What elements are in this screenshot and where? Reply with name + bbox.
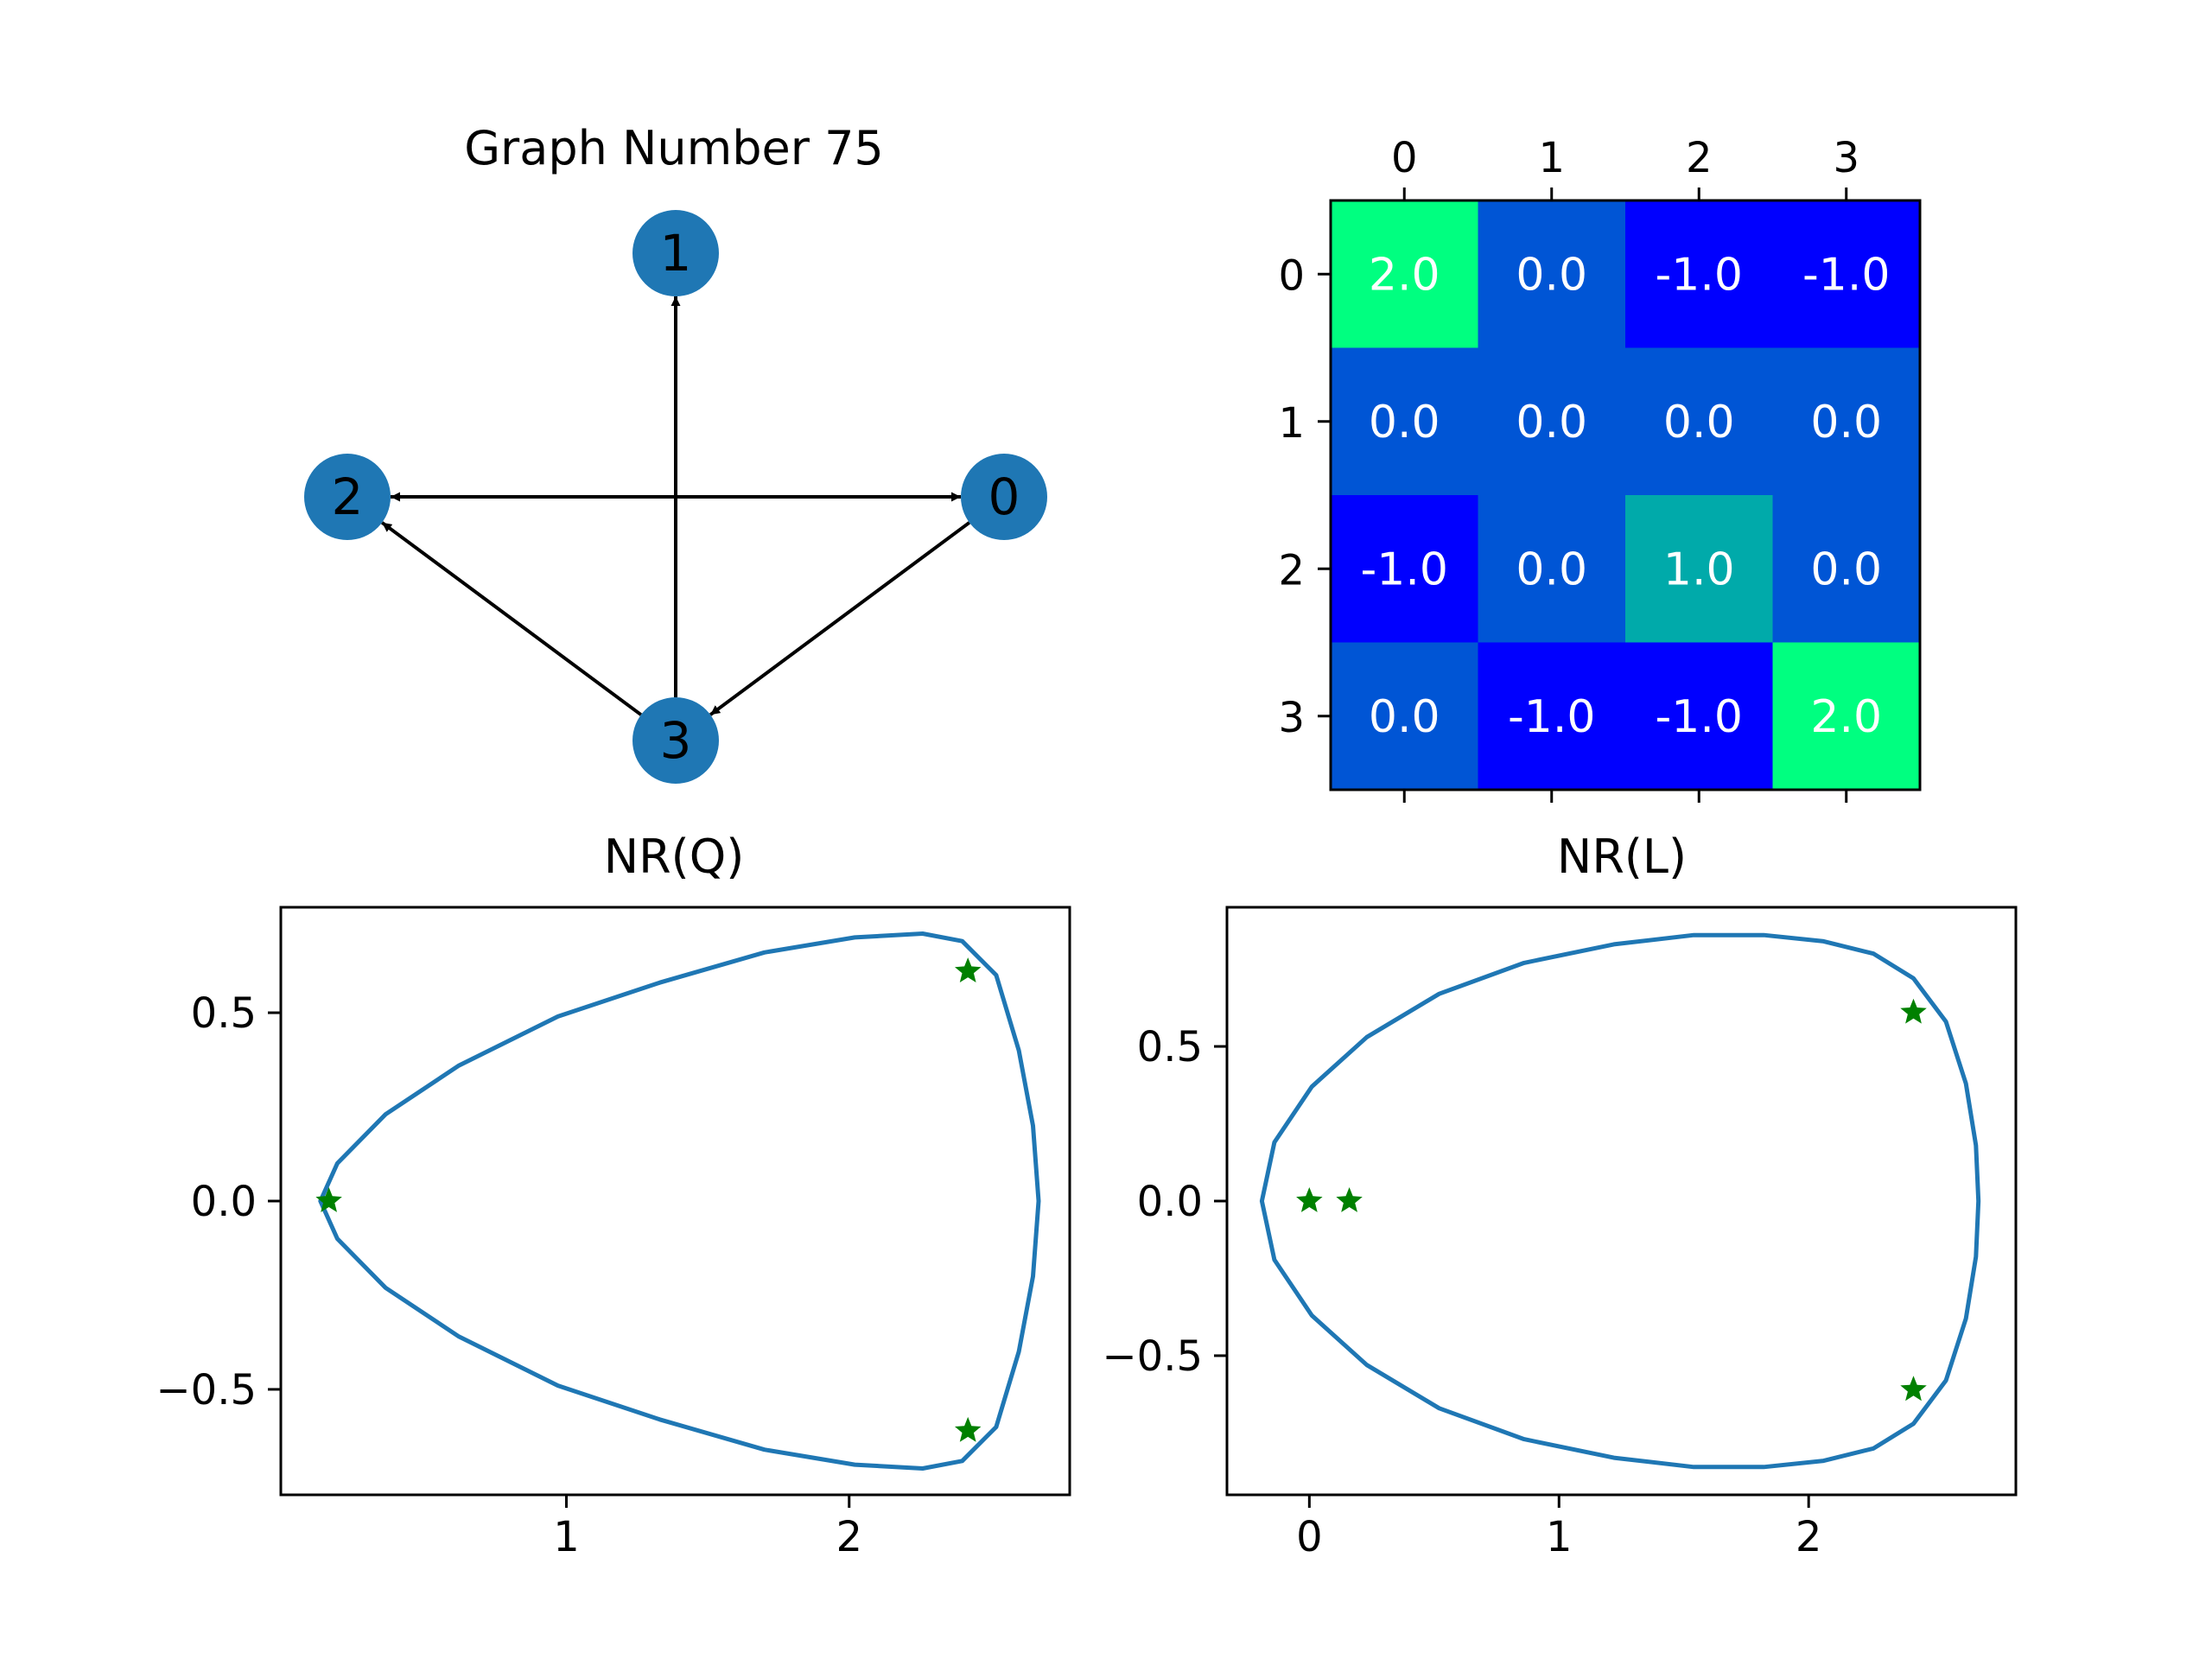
graph-node-label: 0 [988,467,1020,526]
nrq-title: NR(Q) [604,830,745,884]
nrl-title: NR(L) [1557,830,1687,884]
heatmap-cell-label: 0.0 [1663,397,1735,448]
heatmap-cell [1625,642,1773,791]
heatmap-cell-label: 2.0 [1810,691,1882,743]
nrl-eigenvalue-marker [1296,1187,1323,1212]
heatmap-cell-label: 0.0 [1516,249,1587,301]
nrq-boundary-curve [318,931,1041,1471]
nrq-xtick-label: 2 [836,1513,862,1561]
heatmap-cell [1625,347,1773,496]
heatmap-cell [1331,347,1478,496]
graph-panel: Graph Number 75 0 1 2 3 [304,121,1047,784]
nrq-plot-frame [279,906,1071,1497]
heatmap-cell [1331,642,1478,791]
nrl-ytick-label: −0.5 [1102,1332,1203,1381]
heatmap-cell [1772,495,1921,643]
heatmap-col-label: 2 [1686,134,1713,182]
heatmap-cell-label: 0.0 [1516,397,1587,448]
heatmap-row-label: 0 [1278,251,1305,300]
nrl-eigenvalue-marker [1900,998,1927,1024]
nrq-ytick-label: 0.0 [191,1178,257,1226]
heatmap-cell-label: -1.0 [1802,249,1890,301]
nrl-xtick-label: 1 [1546,1513,1573,1561]
graph-edge-3-2 [380,521,643,716]
heatmap-cell [1772,347,1921,496]
heatmap-col-label: 1 [1538,134,1565,182]
heatmap-cell-label: 0.0 [1369,397,1440,448]
heatmap-cell [1478,642,1626,791]
heatmap-frame [1329,199,1922,791]
heatmap-cell-label: 0.0 [1369,691,1440,743]
nrq-panel: NR(Q) 1 2 −0.5 0.0 0.5 [156,830,1071,1561]
heatmap-cell [1625,200,1773,348]
graph-title: Graph Number 75 [464,121,884,175]
graph-node-label: 1 [660,224,692,283]
heatmap-row-label: 3 [1278,694,1305,742]
nrq-ytick-label: 0.5 [191,989,257,1038]
graph-node-label: 3 [660,711,692,770]
graph-edge-0-3 [709,521,971,716]
graph-node-3 [632,697,719,784]
heatmap-col-label: 0 [1391,134,1418,182]
heatmap-cell-label: -1.0 [1656,691,1743,743]
nrl-boundary-curve [1259,932,1981,1470]
nrl-ytick-label: 0.0 [1137,1178,1203,1226]
graph-node-label: 2 [332,467,364,526]
heatmap-row-label: 2 [1278,546,1305,594]
heatmap-panel: 2.0 0.0 -1.0 -1.0 0.0 0.0 0.0 0.0 -1.0 0.0 1.0 0.0 0… [1278,134,1922,803]
nrq-eigenvalue-marker [315,1187,342,1212]
graph-node-1 [632,210,719,296]
nrl-panel: NR(L) 0 1 2 −0.5 0.0 0.5 [1102,830,2018,1561]
nrl-eigenvalue-marker [1900,1376,1927,1402]
heatmap-cell [1625,495,1773,643]
heatmap-cell [1772,642,1921,791]
nrq-xtick-label: 1 [553,1513,580,1561]
graph-node-0 [961,454,1047,540]
heatmap-col-label: 3 [1833,134,1859,182]
heatmap-cell-label: 2.0 [1369,249,1440,301]
nrl-plot-frame [1225,906,2018,1497]
nrl-xtick-label: 0 [1296,1513,1323,1561]
graph-node-2 [304,454,391,540]
heatmap-cell-label: 1.0 [1663,543,1735,595]
heatmap-cell [1478,200,1626,348]
nrq-ytick-label: −0.5 [156,1366,257,1414]
nrl-ytick-label: 0.5 [1137,1023,1203,1071]
heatmap-cell [1331,495,1478,643]
nrl-xtick-label: 2 [1796,1513,1822,1561]
heatmap-cell [1478,495,1626,643]
nrq-eigenvalue-marker [955,1416,982,1442]
heatmap-row-label: 1 [1278,399,1305,448]
heatmap-cell-label: 0.0 [1516,543,1587,595]
heatmap-cell [1331,200,1478,348]
heatmap-cell-label: -1.0 [1508,691,1595,743]
heatmap-cell-label: -1.0 [1361,543,1448,595]
heatmap-cell-label: 0.0 [1810,543,1882,595]
heatmap-cell-label: 0.0 [1810,397,1882,448]
heatmap-cell-label: -1.0 [1656,249,1743,301]
heatmap-cell [1772,200,1921,348]
nrl-eigenvalue-marker [1336,1187,1363,1212]
heatmap-cell [1478,347,1626,496]
nrq-eigenvalue-marker [955,957,982,982]
